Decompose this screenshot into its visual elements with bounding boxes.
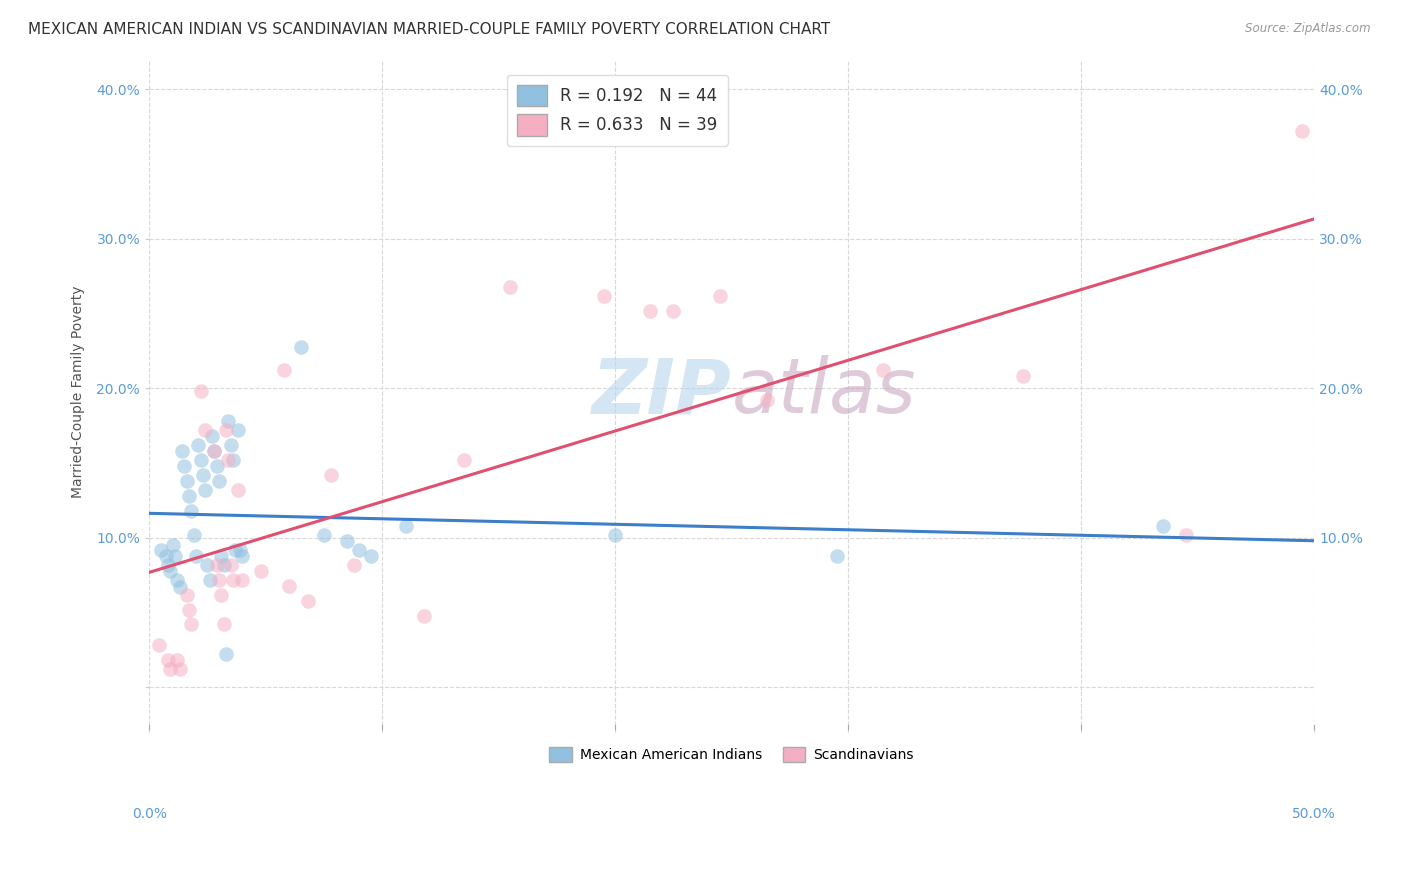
Point bbox=[226, 483, 249, 497]
Point bbox=[273, 363, 295, 377]
Point bbox=[226, 423, 249, 437]
Text: Source: ZipAtlas.com: Source: ZipAtlas.com bbox=[1246, 22, 1371, 36]
Point bbox=[166, 653, 188, 667]
Point bbox=[290, 339, 312, 353]
Text: ZIP: ZIP bbox=[592, 355, 731, 429]
Point bbox=[170, 444, 193, 458]
Point bbox=[169, 580, 191, 594]
Point bbox=[211, 588, 233, 602]
Point bbox=[190, 453, 212, 467]
Point bbox=[872, 363, 894, 377]
Point bbox=[180, 617, 202, 632]
Point bbox=[231, 549, 253, 563]
Point bbox=[204, 444, 226, 458]
Point bbox=[183, 528, 205, 542]
Point bbox=[211, 549, 233, 563]
Point bbox=[194, 483, 217, 497]
Point bbox=[201, 429, 224, 443]
Point bbox=[319, 468, 342, 483]
Point bbox=[173, 458, 195, 473]
Point bbox=[180, 504, 202, 518]
Point bbox=[360, 549, 382, 563]
Point bbox=[709, 289, 731, 303]
Point bbox=[250, 564, 273, 578]
Point bbox=[343, 558, 366, 572]
Point bbox=[205, 558, 228, 572]
Point bbox=[219, 558, 242, 572]
Point bbox=[198, 573, 221, 587]
Point bbox=[212, 617, 235, 632]
Point bbox=[177, 489, 200, 503]
Point bbox=[453, 453, 475, 467]
Point bbox=[176, 474, 198, 488]
Point bbox=[592, 289, 614, 303]
Point bbox=[662, 303, 685, 318]
Point bbox=[755, 393, 778, 408]
Point bbox=[1152, 519, 1174, 533]
Point bbox=[204, 444, 226, 458]
Point bbox=[394, 519, 416, 533]
Point bbox=[156, 558, 179, 572]
Point bbox=[149, 542, 172, 557]
Point bbox=[215, 423, 238, 437]
Point bbox=[184, 549, 207, 563]
Point bbox=[197, 558, 219, 572]
Point bbox=[208, 474, 231, 488]
Point bbox=[229, 542, 252, 557]
Point bbox=[191, 468, 214, 483]
Point bbox=[208, 573, 231, 587]
Point bbox=[162, 538, 184, 552]
Point bbox=[159, 564, 181, 578]
Point bbox=[224, 542, 246, 557]
Point bbox=[1291, 124, 1313, 138]
Point bbox=[176, 588, 198, 602]
Point bbox=[312, 528, 335, 542]
Point bbox=[336, 533, 359, 548]
Point bbox=[166, 573, 188, 587]
Point bbox=[219, 438, 242, 452]
Point bbox=[222, 453, 245, 467]
Text: 50.0%: 50.0% bbox=[1292, 806, 1336, 821]
Point bbox=[169, 662, 191, 676]
Point bbox=[194, 423, 217, 437]
Point bbox=[825, 549, 848, 563]
Point bbox=[297, 593, 319, 607]
Text: atlas: atlas bbox=[731, 355, 917, 429]
Point bbox=[156, 653, 179, 667]
Point bbox=[222, 573, 245, 587]
Point bbox=[278, 579, 301, 593]
Point bbox=[177, 602, 200, 616]
Text: MEXICAN AMERICAN INDIAN VS SCANDINAVIAN MARRIED-COUPLE FAMILY POVERTY CORRELATIO: MEXICAN AMERICAN INDIAN VS SCANDINAVIAN … bbox=[28, 22, 831, 37]
Point bbox=[212, 558, 235, 572]
Point bbox=[499, 279, 522, 293]
Point bbox=[159, 662, 181, 676]
Point bbox=[205, 458, 228, 473]
Point bbox=[413, 608, 436, 623]
Point bbox=[231, 573, 253, 587]
Point bbox=[638, 303, 661, 318]
Point bbox=[1012, 369, 1035, 384]
Point bbox=[605, 528, 627, 542]
Point bbox=[217, 414, 239, 428]
Text: 0.0%: 0.0% bbox=[132, 806, 167, 821]
Point bbox=[155, 549, 177, 563]
Point bbox=[187, 438, 209, 452]
Point bbox=[217, 453, 239, 467]
Y-axis label: Married-Couple Family Poverty: Married-Couple Family Poverty bbox=[72, 285, 86, 499]
Legend: Mexican American Indians, Scandinavians: Mexican American Indians, Scandinavians bbox=[544, 741, 920, 767]
Point bbox=[163, 549, 186, 563]
Point bbox=[148, 639, 170, 653]
Point bbox=[190, 384, 212, 399]
Point bbox=[215, 648, 238, 662]
Point bbox=[347, 542, 370, 557]
Point bbox=[1175, 528, 1198, 542]
